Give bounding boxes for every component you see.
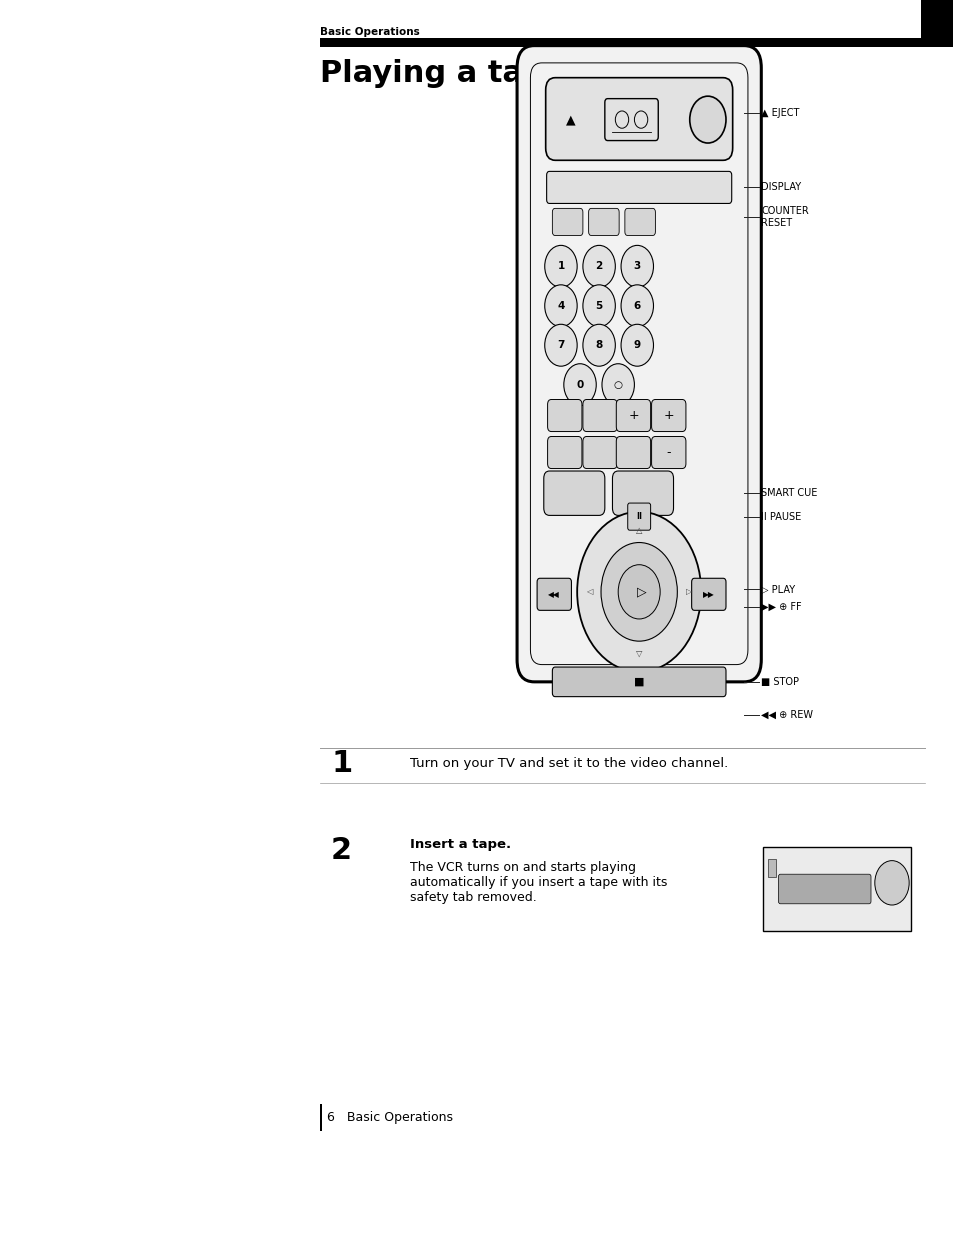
Text: 6: 6 xyxy=(633,301,640,311)
FancyBboxPatch shape xyxy=(778,874,870,904)
Circle shape xyxy=(600,543,677,641)
FancyBboxPatch shape xyxy=(547,436,581,469)
FancyBboxPatch shape xyxy=(546,171,731,203)
FancyBboxPatch shape xyxy=(582,399,617,432)
Text: 1: 1 xyxy=(331,748,352,778)
Text: ▲ EJECT: ▲ EJECT xyxy=(760,109,799,118)
Text: ○: ○ xyxy=(613,380,622,390)
FancyBboxPatch shape xyxy=(319,1104,322,1131)
Circle shape xyxy=(577,512,700,672)
Circle shape xyxy=(544,285,577,327)
Text: 0: 0 xyxy=(576,380,583,390)
FancyBboxPatch shape xyxy=(517,46,760,682)
FancyBboxPatch shape xyxy=(651,399,685,432)
Text: 3: 3 xyxy=(633,261,640,271)
Circle shape xyxy=(563,364,596,406)
Text: ◁: ◁ xyxy=(586,587,592,597)
Text: -: - xyxy=(666,446,670,459)
Circle shape xyxy=(874,861,908,905)
Text: ■ STOP: ■ STOP xyxy=(760,677,799,687)
Circle shape xyxy=(618,565,659,619)
Text: 6   Basic Operations: 6 Basic Operations xyxy=(327,1111,453,1123)
Text: Playing a tape: Playing a tape xyxy=(319,59,564,89)
FancyBboxPatch shape xyxy=(547,399,581,432)
Text: +: + xyxy=(662,409,674,422)
FancyBboxPatch shape xyxy=(552,667,725,697)
FancyBboxPatch shape xyxy=(582,436,617,469)
Text: ▶▶ ⊕ FF: ▶▶ ⊕ FF xyxy=(760,602,801,612)
FancyBboxPatch shape xyxy=(616,436,650,469)
FancyBboxPatch shape xyxy=(624,208,655,236)
FancyBboxPatch shape xyxy=(319,38,934,47)
FancyBboxPatch shape xyxy=(691,578,725,610)
Text: 8: 8 xyxy=(595,340,602,350)
Text: Turn on your TV and set it to the video channel.: Turn on your TV and set it to the video … xyxy=(410,757,728,769)
Text: +: + xyxy=(627,409,639,422)
Circle shape xyxy=(582,285,615,327)
FancyBboxPatch shape xyxy=(627,503,650,530)
Text: 7: 7 xyxy=(557,340,564,350)
FancyBboxPatch shape xyxy=(651,436,685,469)
Circle shape xyxy=(544,324,577,366)
FancyBboxPatch shape xyxy=(588,208,618,236)
Text: 5: 5 xyxy=(595,301,602,311)
Text: ■: ■ xyxy=(633,677,644,687)
Text: 4: 4 xyxy=(557,301,564,311)
FancyBboxPatch shape xyxy=(762,847,910,931)
FancyBboxPatch shape xyxy=(543,471,604,515)
FancyBboxPatch shape xyxy=(537,578,571,610)
Text: ▲: ▲ xyxy=(565,113,575,126)
FancyBboxPatch shape xyxy=(616,399,650,432)
Text: COUNTER
RESET: COUNTER RESET xyxy=(760,206,808,228)
Text: ◀◀ ⊕ REW: ◀◀ ⊕ REW xyxy=(760,710,813,720)
Text: II: II xyxy=(636,512,641,522)
Text: 2: 2 xyxy=(331,836,352,866)
Text: Insert a tape.: Insert a tape. xyxy=(410,838,511,852)
Circle shape xyxy=(620,245,653,287)
Text: The VCR turns on and starts playing
automatically if you insert a tape with its
: The VCR turns on and starts playing auto… xyxy=(410,861,667,904)
Text: SMART CUE: SMART CUE xyxy=(760,488,817,498)
Text: Basic Operations: Basic Operations xyxy=(319,27,419,37)
Text: ▶▶: ▶▶ xyxy=(702,589,714,599)
FancyBboxPatch shape xyxy=(612,471,673,515)
Circle shape xyxy=(689,96,725,143)
FancyBboxPatch shape xyxy=(920,0,953,47)
Circle shape xyxy=(582,324,615,366)
Text: 1: 1 xyxy=(557,261,564,271)
Text: ◀◀: ◀◀ xyxy=(548,589,559,599)
Text: II PAUSE: II PAUSE xyxy=(760,512,801,522)
Circle shape xyxy=(544,245,577,287)
Text: ▷: ▷ xyxy=(685,587,691,597)
Text: DISPLAY: DISPLAY xyxy=(760,182,801,192)
Circle shape xyxy=(620,285,653,327)
FancyBboxPatch shape xyxy=(545,78,732,160)
Text: 9: 9 xyxy=(633,340,640,350)
Text: ▷ PLAY: ▷ PLAY xyxy=(760,584,795,594)
Text: ▽: ▽ xyxy=(636,649,641,658)
Text: △: △ xyxy=(636,525,641,535)
FancyBboxPatch shape xyxy=(552,208,582,236)
Circle shape xyxy=(601,364,634,406)
Circle shape xyxy=(620,324,653,366)
FancyBboxPatch shape xyxy=(767,859,775,877)
Circle shape xyxy=(582,245,615,287)
Text: ▷: ▷ xyxy=(637,586,646,598)
Text: 2: 2 xyxy=(595,261,602,271)
